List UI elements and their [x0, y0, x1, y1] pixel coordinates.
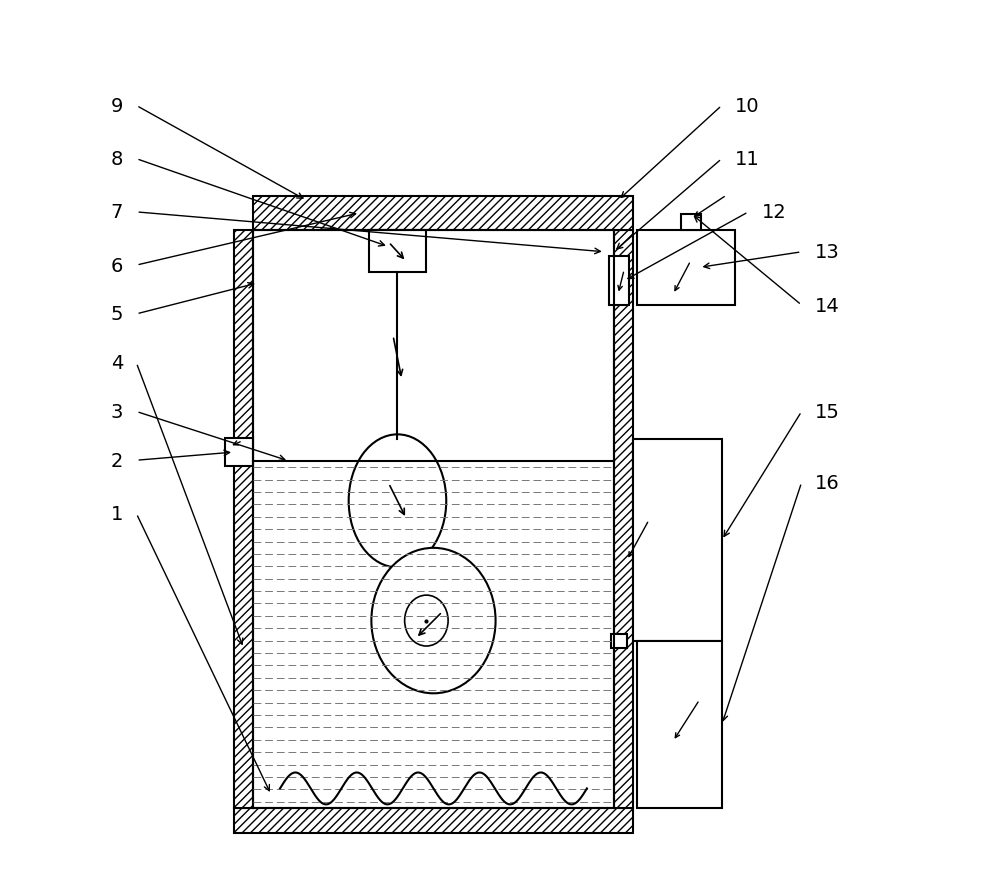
Bar — [611, 634, 627, 649]
Text: 2: 2 — [111, 451, 123, 470]
Ellipse shape — [371, 548, 496, 694]
Text: 7: 7 — [111, 203, 123, 222]
Text: 3: 3 — [111, 402, 123, 422]
Text: 16: 16 — [815, 473, 840, 493]
Bar — [633, 439, 722, 641]
Text: 11: 11 — [735, 150, 760, 169]
Bar — [253, 197, 633, 230]
Text: 4: 4 — [111, 354, 123, 373]
Bar — [234, 230, 253, 808]
Bar — [637, 641, 722, 808]
Bar — [369, 230, 426, 273]
Bar — [637, 230, 735, 306]
Bar — [609, 257, 629, 306]
Text: 1: 1 — [111, 504, 123, 524]
Bar — [681, 214, 701, 230]
Text: 15: 15 — [815, 402, 840, 422]
Text: 12: 12 — [762, 203, 786, 222]
Text: 10: 10 — [735, 97, 760, 116]
Text: 9: 9 — [111, 97, 123, 116]
Text: 13: 13 — [815, 243, 840, 262]
Bar — [234, 808, 633, 833]
Bar — [225, 439, 253, 467]
Text: 8: 8 — [111, 150, 123, 169]
Text: 14: 14 — [815, 296, 840, 315]
Text: 6: 6 — [111, 256, 123, 276]
Bar — [614, 230, 633, 808]
Text: 5: 5 — [111, 305, 123, 324]
